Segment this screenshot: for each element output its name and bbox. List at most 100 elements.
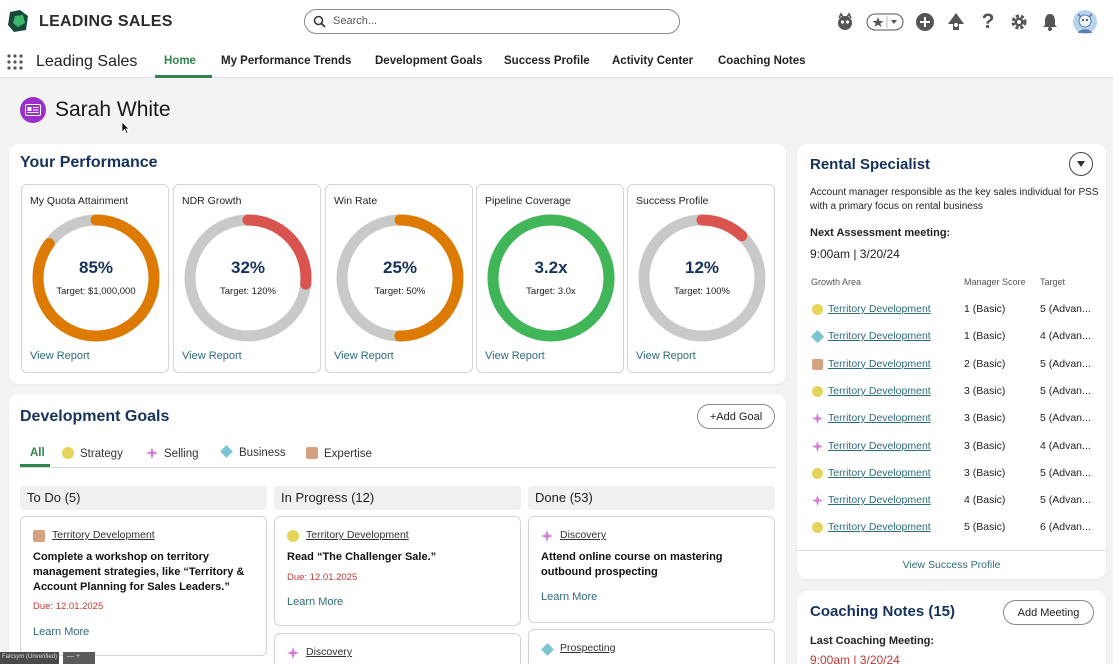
mouse-cursor-icon bbox=[121, 121, 130, 134]
filter-label: Strategy bbox=[80, 448, 123, 460]
favorites-icon[interactable] bbox=[866, 11, 904, 33]
column-header-target: Target bbox=[1040, 277, 1066, 287]
target-score: 6 (Advan... bbox=[1040, 521, 1091, 534]
growth-area-link[interactable]: Territory Development bbox=[828, 330, 931, 343]
target-score: 5 (Advan... bbox=[1040, 494, 1091, 507]
search-input[interactable]: Search... bbox=[304, 9, 680, 34]
strategy-dot-icon bbox=[287, 530, 299, 542]
learn-more-link[interactable]: Learn More bbox=[541, 591, 598, 603]
last-meeting-label: Last Coaching Meeting: bbox=[810, 635, 935, 647]
filter-strategy[interactable]: Strategy bbox=[62, 447, 123, 460]
goal-card[interactable]: Discovery bbox=[274, 633, 521, 664]
add-icon[interactable] bbox=[914, 11, 936, 33]
kpi-target: Target: 3.0x bbox=[526, 286, 576, 297]
filter-business[interactable]: Business bbox=[220, 445, 286, 459]
kpi-value: 12% bbox=[684, 258, 720, 277]
search-icon bbox=[313, 15, 326, 28]
learn-more-link[interactable]: Learn More bbox=[287, 596, 344, 608]
goal-card[interactable]: Territory Development Complete a worksho… bbox=[20, 516, 267, 656]
add-goal-button[interactable]: +Add Goal bbox=[697, 404, 775, 429]
filter-expertise[interactable]: Expertise bbox=[306, 447, 372, 460]
goal-card[interactable]: Prospecting bbox=[528, 629, 775, 664]
goal-title: Read “The Challenger Sale.” bbox=[287, 551, 437, 563]
view-success-profile-link[interactable]: View Success Profile bbox=[902, 559, 1001, 571]
notifications-bell-icon[interactable] bbox=[1039, 11, 1061, 33]
goal-tag-link[interactable]: Discovery bbox=[306, 646, 353, 658]
expertise-square-icon bbox=[306, 447, 318, 459]
kpi-title: Pipeline Coverage bbox=[485, 195, 571, 207]
trailhead-icon[interactable] bbox=[945, 11, 967, 33]
kpi-gauge bbox=[184, 214, 312, 342]
view-report-link[interactable]: View Report bbox=[182, 350, 242, 362]
view-report-link[interactable]: View Report bbox=[30, 350, 90, 362]
card-divider bbox=[797, 550, 1106, 551]
app-nav-bar: Leading Sales Home My Performance Trends… bbox=[0, 44, 1113, 78]
view-report-link[interactable]: View Report bbox=[485, 350, 545, 362]
growth-area-row: Territory Development 3 (Basic) 4 (Advan..… bbox=[810, 438, 1106, 458]
kpi-target: Target: 50% bbox=[374, 286, 426, 297]
agent-assistant-icon[interactable] bbox=[834, 11, 856, 33]
kpi-value: 32% bbox=[230, 258, 266, 277]
user-avatar-icon[interactable] bbox=[1072, 9, 1098, 35]
manager-score: 3 (Basic) bbox=[964, 439, 1006, 452]
growth-area-link[interactable]: Territory Development bbox=[828, 384, 931, 397]
strategy-dot-icon bbox=[812, 304, 823, 315]
help-icon[interactable]: ? bbox=[981, 10, 995, 33]
view-report-link[interactable]: View Report bbox=[636, 350, 696, 362]
filter-divider bbox=[20, 467, 775, 468]
search-placeholder: Search... bbox=[333, 15, 378, 27]
goal-tag-link[interactable]: Territory Development bbox=[52, 529, 155, 541]
goal-card[interactable]: Discovery Attend online course on master… bbox=[528, 516, 775, 623]
add-meeting-button[interactable]: Add Meeting bbox=[1003, 600, 1094, 625]
growth-area-link[interactable]: Territory Development bbox=[828, 521, 931, 534]
growth-area-link[interactable]: Territory Development bbox=[828, 412, 931, 425]
selling-sparkle-icon bbox=[541, 530, 553, 542]
growth-area-link[interactable]: Territory Development bbox=[828, 303, 931, 315]
growth-area-row: Territory Development 3 (Basic) 5 (Advan..… bbox=[810, 410, 1106, 430]
target-score: 5 (Advan... bbox=[1040, 303, 1091, 315]
page-title: Sarah White bbox=[55, 98, 171, 121]
learn-more-link[interactable]: Learn More bbox=[33, 626, 90, 638]
tab-coaching-notes[interactable]: Coaching Notes bbox=[718, 55, 806, 67]
last-meeting-time: 9:00am | 3/20/24 bbox=[810, 653, 900, 664]
goal-tag-link[interactable]: Territory Development bbox=[306, 529, 409, 541]
goal-card[interactable]: Territory Development Read “The Challeng… bbox=[274, 516, 521, 626]
manager-score: 4 (Basic) bbox=[964, 494, 1006, 507]
next-assessment-time: 9:00am | 3/20/24 bbox=[810, 247, 900, 261]
filter-all[interactable]: All bbox=[30, 447, 45, 459]
expand-dropdown-button[interactable] bbox=[1069, 152, 1093, 176]
growth-area-link[interactable]: Territory Development bbox=[828, 494, 931, 507]
goal-tag-link[interactable]: Prospecting bbox=[560, 642, 616, 654]
coaching-notes-title: Coaching Notes (15) bbox=[810, 603, 956, 620]
leading-sales-logo[interactable] bbox=[6, 9, 30, 33]
column-header-done: Done (53) bbox=[528, 486, 775, 510]
filter-label: Business bbox=[239, 447, 286, 459]
growth-area-link[interactable]: Territory Development bbox=[828, 466, 931, 479]
view-report-link[interactable]: View Report bbox=[334, 350, 394, 362]
next-assessment-label: Next Assessment meeting: bbox=[810, 227, 951, 239]
growth-area-link[interactable]: Territory Development bbox=[828, 357, 931, 370]
goal-tag-link[interactable]: Discovery bbox=[560, 529, 607, 541]
tab-activity-center[interactable]: Activity Center bbox=[612, 55, 694, 67]
manager-score: 3 (Basic) bbox=[964, 412, 1006, 425]
manager-score: 3 (Basic) bbox=[964, 466, 1006, 479]
development-goals-title: Development Goals bbox=[20, 408, 170, 425]
kpi-title: Success Profile bbox=[636, 195, 709, 207]
target-score: 4 (Advan... bbox=[1040, 439, 1091, 452]
strategy-dot-icon bbox=[812, 467, 823, 479]
tab-development-goals[interactable]: Development Goals bbox=[375, 55, 483, 67]
zoom-controls[interactable]: — + bbox=[63, 652, 95, 664]
growth-area-row: Territory Development 1 (Basic) 4 (Advan..… bbox=[810, 328, 1106, 348]
active-filter-indicator bbox=[20, 464, 50, 467]
settings-gear-icon[interactable] bbox=[1008, 11, 1030, 33]
growth-area-row: Territory Development 4 (Basic) 5 (Advan..… bbox=[810, 492, 1106, 512]
manager-score: 5 (Basic) bbox=[964, 521, 1006, 534]
app-launcher-icon[interactable] bbox=[7, 54, 23, 70]
growth-area-link[interactable]: Territory Development bbox=[828, 439, 931, 452]
kpi-target: Target: 120% bbox=[220, 286, 276, 297]
filter-selling[interactable]: Selling bbox=[146, 447, 199, 460]
tab-success-profile[interactable]: Success Profile bbox=[504, 55, 590, 67]
tab-home[interactable]: Home bbox=[164, 55, 196, 67]
kpi-gauge bbox=[487, 214, 615, 342]
tab-my-performance-trends[interactable]: My Performance Trends bbox=[221, 55, 352, 67]
